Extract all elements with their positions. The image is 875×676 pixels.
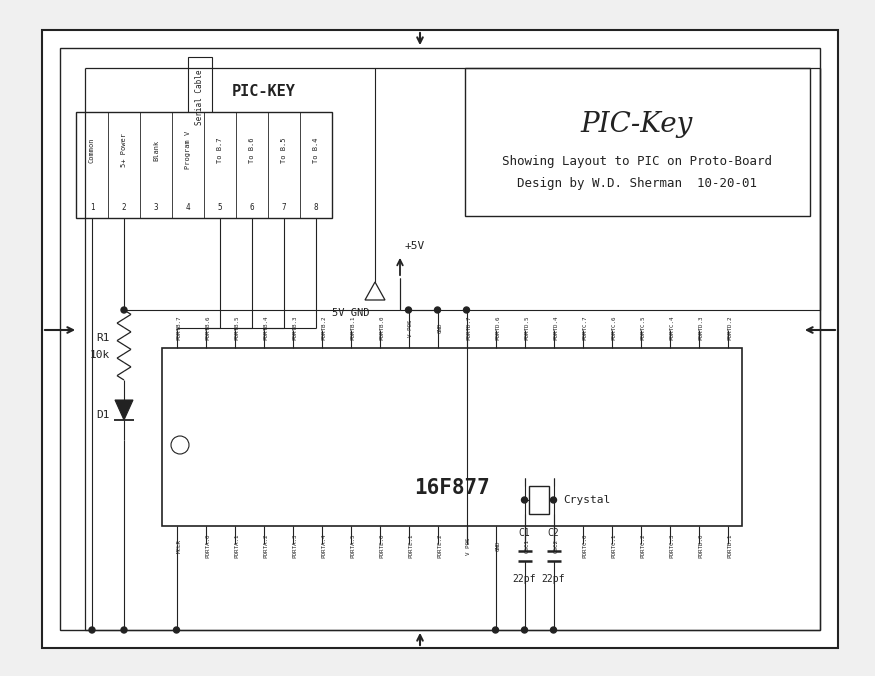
Text: PORTD.5: PORTD.5 (524, 316, 529, 340)
Text: To B.5: To B.5 (281, 137, 287, 163)
Text: MCLR: MCLR (177, 539, 181, 553)
Text: Design by W.D. Sherman  10-20-01: Design by W.D. Sherman 10-20-01 (517, 176, 757, 189)
Bar (529, 486, 549, 514)
Text: GND: GND (495, 541, 500, 551)
Bar (188, 57, 212, 137)
Circle shape (550, 497, 556, 503)
Text: PORTD.1: PORTD.1 (727, 534, 732, 558)
Text: PORTB.2: PORTB.2 (321, 316, 326, 340)
Text: To B.6: To B.6 (249, 137, 255, 163)
Text: 6: 6 (249, 203, 255, 212)
Text: 8: 8 (314, 203, 318, 212)
Text: PORTA.1: PORTA.1 (234, 534, 240, 558)
Text: PORTB.4: PORTB.4 (263, 316, 269, 340)
Text: PORTE.1: PORTE.1 (409, 534, 414, 558)
Circle shape (435, 307, 440, 313)
Bar (76, 112, 332, 218)
Circle shape (522, 497, 528, 503)
Text: 5V GND: 5V GND (332, 308, 370, 318)
Polygon shape (115, 400, 133, 420)
Bar (162, 348, 742, 526)
Text: PORTA.3: PORTA.3 (292, 534, 298, 558)
Text: V POS: V POS (466, 537, 472, 555)
Text: 5: 5 (218, 203, 222, 212)
Text: PORTB.7: PORTB.7 (177, 316, 181, 340)
Text: D1: D1 (96, 410, 110, 420)
Text: Common: Common (89, 137, 95, 163)
Text: PORTE.2: PORTE.2 (438, 534, 443, 558)
Text: C1: C1 (519, 528, 530, 538)
Text: Program V: Program V (185, 131, 191, 169)
Circle shape (464, 307, 470, 313)
Text: PORTB.6: PORTB.6 (206, 316, 211, 340)
Text: OSC1: OSC1 (524, 539, 529, 553)
Text: Blank: Blank (153, 139, 159, 161)
Circle shape (493, 627, 499, 633)
Text: R1: R1 (96, 333, 110, 343)
Text: PORTC.2: PORTC.2 (640, 534, 646, 558)
Text: PORTB.1: PORTB.1 (351, 316, 355, 340)
Text: PORTC.4: PORTC.4 (669, 316, 675, 340)
Text: 22pf: 22pf (513, 574, 536, 584)
Text: 7: 7 (282, 203, 286, 212)
Text: V POS: V POS (409, 319, 414, 337)
Circle shape (121, 627, 127, 633)
Text: To B.4: To B.4 (313, 137, 319, 163)
Text: PORTD.6: PORTD.6 (495, 316, 500, 340)
Text: Showing Layout to PIC on Proto-Board: Showing Layout to PIC on Proto-Board (502, 155, 772, 168)
Text: PORTA.0: PORTA.0 (206, 534, 211, 558)
Text: PIC-Key: PIC-Key (581, 112, 693, 139)
Text: PORTD.3: PORTD.3 (698, 316, 704, 340)
Text: PORTC.3: PORTC.3 (669, 534, 675, 558)
Text: PORTD.2: PORTD.2 (727, 316, 732, 340)
Text: PIC-KEY: PIC-KEY (232, 84, 296, 99)
Text: PORTD.0: PORTD.0 (698, 534, 704, 558)
Circle shape (522, 627, 528, 633)
Text: PORTA.4: PORTA.4 (321, 534, 326, 558)
Bar (465, 68, 810, 216)
Text: 10k: 10k (90, 350, 110, 360)
Text: 3: 3 (154, 203, 158, 212)
Text: PORTB.3: PORTB.3 (292, 316, 298, 340)
Circle shape (89, 627, 95, 633)
Text: Serial Cable: Serial Cable (195, 69, 205, 125)
Text: PORTA.5: PORTA.5 (351, 534, 355, 558)
Text: PORTC.1: PORTC.1 (612, 534, 617, 558)
Text: 1: 1 (90, 203, 94, 212)
Text: 4: 4 (186, 203, 191, 212)
Text: OSC2: OSC2 (554, 539, 558, 553)
Text: 22pf: 22pf (542, 574, 565, 584)
Text: PORTA.2: PORTA.2 (263, 534, 269, 558)
Text: 16F877: 16F877 (414, 478, 490, 498)
Circle shape (405, 307, 411, 313)
Text: PORTD.4: PORTD.4 (554, 316, 558, 340)
Text: PORTC.5: PORTC.5 (640, 316, 646, 340)
Text: C2: C2 (548, 528, 559, 538)
Circle shape (550, 627, 556, 633)
Text: To B.7: To B.7 (217, 137, 223, 163)
Text: PORTB.0: PORTB.0 (380, 316, 384, 340)
Text: +5V: +5V (405, 241, 425, 251)
Circle shape (171, 436, 189, 454)
Circle shape (173, 627, 179, 633)
Text: Crystal: Crystal (564, 495, 611, 505)
Text: PORTB.5: PORTB.5 (234, 316, 240, 340)
Text: PORTD.7: PORTD.7 (466, 316, 472, 340)
Text: PORTC.7: PORTC.7 (583, 316, 587, 340)
Circle shape (121, 307, 127, 313)
Bar (60, 48, 820, 630)
Text: 2: 2 (122, 203, 126, 212)
Text: PORTE.0: PORTE.0 (380, 534, 384, 558)
Text: PORTC.6: PORTC.6 (612, 316, 617, 340)
Text: GND: GND (438, 322, 443, 333)
Text: PORTC.0: PORTC.0 (583, 534, 587, 558)
Text: 5+ Power: 5+ Power (121, 133, 127, 167)
